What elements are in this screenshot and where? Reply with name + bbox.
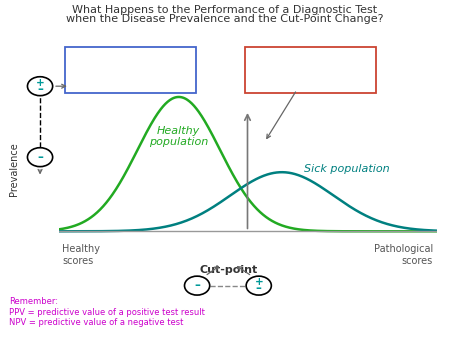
Text: –: – — [37, 151, 43, 164]
Text: +: + — [36, 78, 45, 88]
Text: –: – — [256, 282, 262, 295]
Text: Click on the + or –
to shift the cut-point: Click on the + or – to shift the cut-poi… — [262, 59, 359, 79]
Text: Remember:
PPV = predictive value of a positive test result
NPV = predictive valu: Remember: PPV = predictive value of a po… — [9, 297, 205, 327]
Text: Pathological
scores: Pathological scores — [374, 244, 433, 266]
Text: +: + — [254, 277, 263, 287]
Text: when the Disease Prevalence and the Cut-Point Change?: when the Disease Prevalence and the Cut-… — [66, 14, 384, 24]
Text: Healthy
scores: Healthy scores — [62, 244, 100, 266]
Text: Cut-point: Cut-point — [199, 265, 257, 275]
Text: Healthy
population: Healthy population — [149, 125, 208, 147]
Text: –: – — [194, 279, 200, 292]
Text: What Happens to the Performance of a Diagnostic Test: What Happens to the Performance of a Dia… — [72, 5, 378, 15]
Text: Click on the + or –
to alter the prevalence: Click on the + or – to alter the prevale… — [76, 59, 185, 79]
Text: –: – — [37, 82, 43, 96]
Text: Sick population: Sick population — [304, 164, 390, 174]
Text: Prevalence: Prevalence — [9, 142, 19, 196]
